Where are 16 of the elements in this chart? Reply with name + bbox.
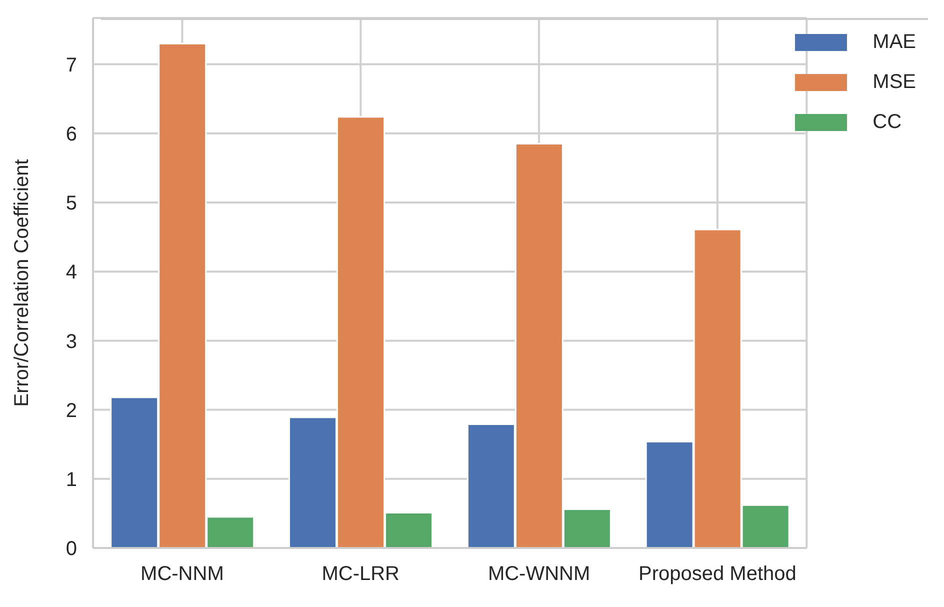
legend-label: MSE	[872, 70, 916, 94]
y-tick-label: 7	[66, 54, 77, 76]
y-axis-title: Error/Correlation Coefficient	[11, 158, 34, 407]
x-tick-label: MC-LRR	[322, 563, 400, 586]
x-tick-label: Proposed Method	[638, 563, 796, 586]
y-tick-label: 5	[66, 192, 77, 215]
x-tick-label: MC-NNM	[140, 563, 224, 586]
y-tick-label: 0	[66, 538, 77, 560]
legend-label: MAE	[872, 30, 916, 54]
y-tick-label: 1	[66, 469, 77, 491]
y-tick-label: 2	[66, 400, 77, 422]
y-tick-label: 4	[66, 262, 77, 284]
legend-label: CC	[872, 110, 902, 134]
x-tick-label: MC-WNNM	[488, 563, 590, 586]
y-tick-label: 3	[66, 330, 77, 353]
y-tick-label: 6	[66, 124, 77, 146]
